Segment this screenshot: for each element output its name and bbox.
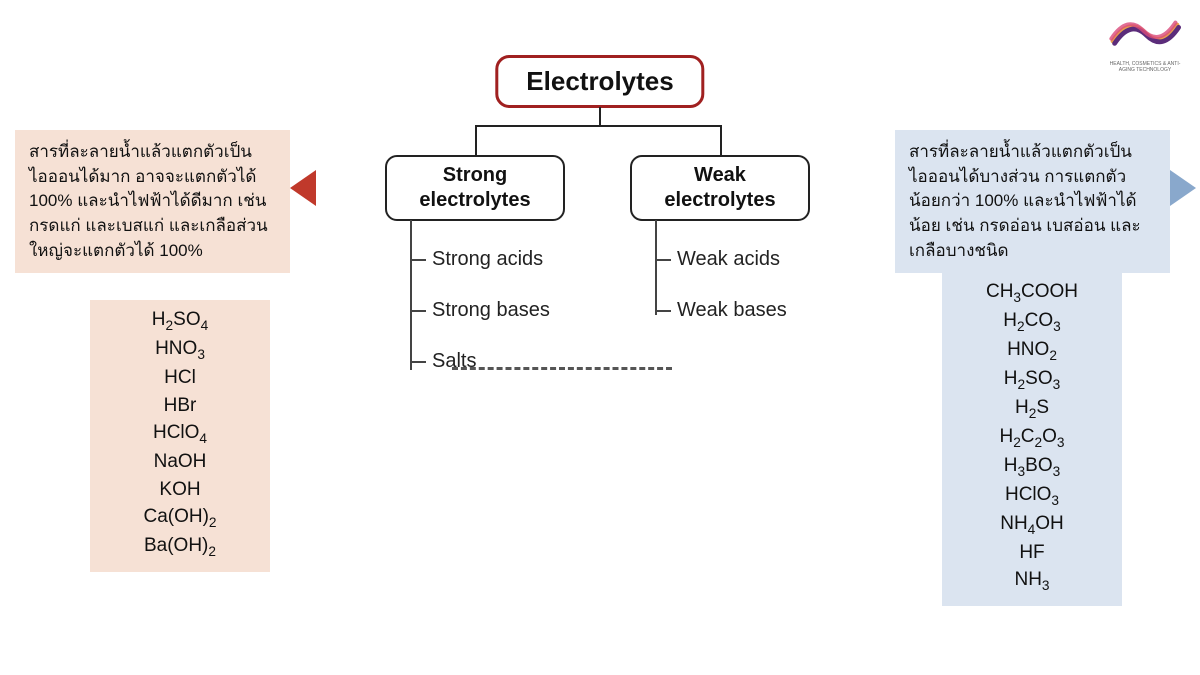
formula: HClO3: [942, 482, 1122, 510]
formula: HCl: [90, 365, 270, 392]
branch-weak: Weak acids Weak bases: [655, 220, 787, 322]
formula: HClO4: [90, 420, 270, 448]
branch-tick: [655, 259, 671, 261]
logo: HEALTH, COSMETICS & ANTI-AGING TECHNOLOG…: [1105, 8, 1185, 58]
formula: NH4OH: [942, 511, 1122, 539]
branch-tick: [410, 259, 426, 261]
formula: KOH: [90, 477, 270, 504]
weak-formula-list: CH3COOH H2CO3 HNO2 H2SO3 H2S H2C2O3 H3BO…: [942, 272, 1122, 606]
formula: HNO2: [942, 337, 1122, 365]
strong-formula-list: H2SO4 HNO3 HCl HBr HClO4 NaOH KOH Ca(OH)…: [90, 300, 270, 572]
formula: NaOH: [90, 449, 270, 476]
formula: H2CO3: [942, 308, 1122, 336]
formula: Ba(OH)2: [90, 533, 270, 561]
panel-text: สารที่ละลายน้ำแล้วแตกตัวเป็นไอออนได้มาก …: [29, 142, 268, 260]
panel-text: สารที่ละลายน้ำแล้วแตกตัวเป็นไอออนได้บางส…: [909, 142, 1141, 260]
weak-description-panel: สารที่ละลายน้ำแล้วแตกตัวเป็นไอออนได้บางส…: [895, 130, 1170, 273]
formula: HNO3: [90, 336, 270, 364]
formula: H2C2O3: [942, 424, 1122, 452]
branch-stem: [410, 220, 412, 370]
branch-item: Strong bases: [410, 299, 550, 322]
arrow-right-icon: [1170, 170, 1196, 206]
formula: Ca(OH)2: [90, 504, 270, 532]
formula: HBr: [90, 393, 270, 420]
formula: NH3: [942, 567, 1122, 595]
strong-description-panel: สารที่ละลายน้ำแล้วแตกตัวเป็นไอออนได้มาก …: [15, 130, 290, 273]
connector: [599, 107, 601, 125]
formula: H3BO3: [942, 453, 1122, 481]
branch-tick: [410, 361, 426, 363]
formula: H2S: [942, 395, 1122, 423]
child-label: electrolytes: [419, 189, 530, 211]
arrow-left-icon: [290, 170, 316, 206]
formula: CH3COOH: [942, 279, 1122, 307]
connector: [475, 125, 477, 155]
child-node-strong: Strong electrolytes: [385, 155, 565, 221]
branch-strong: Strong acids Strong bases Salts: [410, 220, 550, 373]
branch-label: Strong acids: [432, 248, 543, 270]
branch-label: Weak acids: [677, 248, 780, 270]
branch-item: Weak acids: [655, 248, 787, 271]
child-label: Strong: [443, 164, 507, 186]
branch-item: Strong acids: [410, 248, 550, 271]
child-node-weak: Weak electrolytes: [630, 155, 810, 221]
salts-dash-connector: [452, 367, 672, 370]
branch-tick: [655, 310, 671, 312]
branch-label: Strong bases: [432, 299, 550, 321]
branch-label: Weak bases: [677, 299, 787, 321]
formula: HF: [942, 540, 1122, 567]
logo-caption: HEALTH, COSMETICS & ANTI-AGING TECHNOLOG…: [1105, 61, 1185, 73]
formula: H2SO3: [942, 366, 1122, 394]
branch-tick: [410, 310, 426, 312]
formula: H2SO4: [90, 307, 270, 335]
root-node: Electrolytes: [495, 55, 704, 108]
branch-item: Weak bases: [655, 299, 787, 322]
connector: [720, 125, 722, 155]
child-label: Weak: [694, 164, 746, 186]
child-label: electrolytes: [664, 189, 775, 211]
connector: [475, 125, 720, 127]
